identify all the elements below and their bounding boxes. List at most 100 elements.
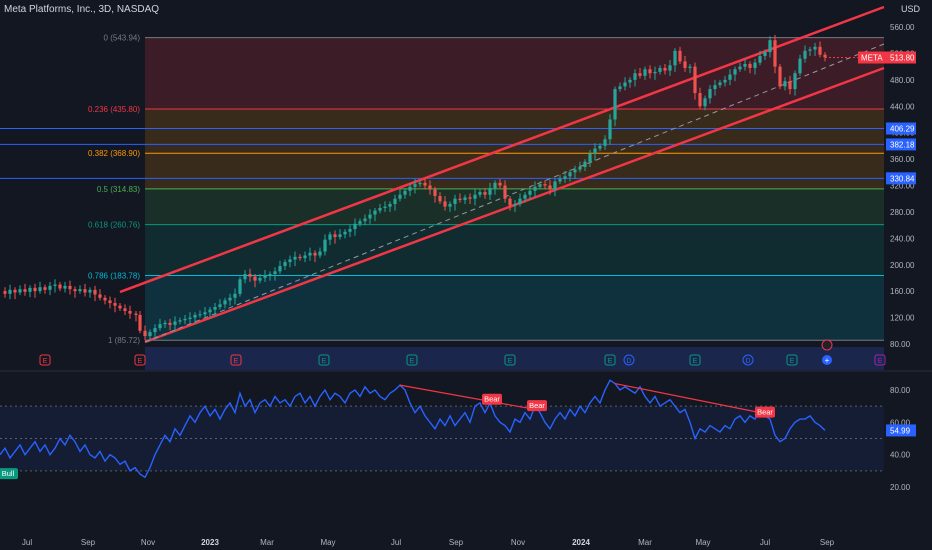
candle-body: [243, 273, 247, 280]
candle-body: [493, 182, 497, 189]
candle-body: [168, 322, 172, 325]
candle-body: [263, 275, 267, 278]
candle-body: [23, 289, 27, 292]
candle-body: [293, 256, 297, 260]
candle-body: [523, 194, 527, 199]
level-badge-bg: [886, 172, 916, 185]
candle-body: [223, 300, 227, 305]
candle-body: [733, 69, 737, 75]
candle-body: [373, 210, 377, 215]
price-tick: 160.00: [890, 287, 915, 296]
earnings-marker-label: E: [790, 358, 795, 365]
chart-title[interactable]: Meta Platforms, Inc., 3D, NASDAQ: [4, 4, 160, 15]
candle-body: [698, 93, 702, 107]
candle-body: [153, 328, 157, 333]
candle-body: [678, 50, 682, 62]
candle-body: [568, 172, 572, 177]
earnings-marker-label: E: [234, 358, 239, 365]
candle-body: [83, 289, 87, 293]
candle-body: [648, 69, 652, 74]
price-pane[interactable]: 0 (543.94) 0.236 (435.80) 0.382 (368.90) 0.…: [0, 5, 886, 370]
candle-body: [548, 185, 552, 190]
candle-body: [73, 289, 77, 292]
earnings-marker-label: E: [693, 358, 698, 365]
earnings-marker: [406, 354, 418, 366]
candle-body: [28, 287, 32, 292]
candle-body: [463, 197, 467, 201]
candle-body: [43, 287, 47, 290]
candle-body: [278, 266, 282, 272]
dividend-marker-label: D: [626, 358, 631, 365]
price-series: [3, 34, 827, 342]
time-tick: May: [695, 538, 710, 547]
channel-upper-line: [119, 5, 885, 294]
candle-body: [543, 184, 547, 186]
time-axis[interactable]: Jul Sep Nov 2023 Mar May Jul Sep Nov 2024 Mar May Ju…: [22, 538, 835, 547]
candle-body: [518, 198, 522, 204]
candle-body: [513, 203, 517, 206]
time-tick: 2024: [572, 538, 590, 547]
price-tick: 80.00: [890, 340, 911, 349]
candle-body: [573, 169, 577, 173]
candle-body: [138, 314, 142, 331]
candle-body: [728, 74, 732, 80]
candle-body: [428, 185, 432, 190]
candle-body: [753, 62, 757, 68]
candle-body: [268, 273, 272, 276]
candle-body: [118, 305, 122, 309]
candle-body: [253, 276, 257, 281]
candle-body: [673, 50, 677, 66]
dividend-marker: [742, 354, 754, 366]
candle-body: [608, 119, 612, 140]
candle-body: [588, 153, 592, 162]
fib-label-0: 0 (543.94): [104, 34, 141, 43]
rsi-line: [0, 379, 826, 479]
candle-body: [208, 309, 212, 313]
time-tick: Mar: [260, 538, 274, 547]
candle-body: [318, 251, 322, 256]
candle-body: [343, 231, 347, 235]
candle-body: [723, 79, 727, 83]
candle-body: [228, 297, 232, 301]
level-badge-bg: [886, 138, 916, 151]
candle-body: [163, 322, 167, 325]
candle-body: [348, 229, 352, 232]
price-axis[interactable]: 560.00520.00480.00440.00400.00360.00320.…: [825, 23, 916, 349]
rsi-tick: 40.00: [890, 451, 911, 460]
earnings-marker: [689, 354, 701, 366]
fib-label-2: 0.382 (368.90): [88, 149, 140, 158]
candle-body: [128, 310, 132, 314]
rsi-pane[interactable]: Bull Bear Bear Bear: [0, 379, 884, 480]
earnings-marker-label: E: [508, 358, 513, 365]
candle-body: [238, 279, 242, 294]
candle-body: [158, 324, 162, 329]
rsi-signal-label: Bull: [2, 469, 15, 478]
rsi-axis[interactable]: 80.00 60.00 40.00 20.00 54.99: [886, 386, 916, 492]
candle-body: [743, 63, 747, 67]
candle-body: [413, 184, 417, 187]
lightning-icon: [821, 339, 833, 351]
candle-body: [93, 289, 97, 295]
candle-body: [783, 81, 787, 87]
candle-body: [173, 321, 177, 325]
candle-body: [778, 66, 782, 87]
candle-body: [628, 79, 632, 83]
earnings-marker: [874, 354, 886, 366]
candle-body: [798, 58, 802, 74]
fib-label-4: 0.618 (260.76): [88, 221, 140, 230]
candle-body: [288, 259, 292, 263]
candle-body: [458, 198, 462, 201]
channel-median-line: [144, 43, 885, 343]
price-tick: 440.00: [890, 102, 915, 111]
events-markers[interactable]: E E E E E E E E E E D D +: [39, 339, 886, 366]
fib-label-3: 0.5 (314.83): [97, 185, 140, 194]
time-tick: Nov: [141, 538, 155, 547]
candle-body: [538, 184, 542, 187]
rsi-signals: Bull Bear Bear Bear: [0, 393, 775, 480]
rsi-signal-badge: [527, 400, 547, 412]
candle-body: [103, 297, 107, 301]
currency-label[interactable]: USD: [900, 4, 920, 14]
rsi-divergence-line: [399, 384, 536, 410]
earnings-marker: [39, 354, 51, 366]
